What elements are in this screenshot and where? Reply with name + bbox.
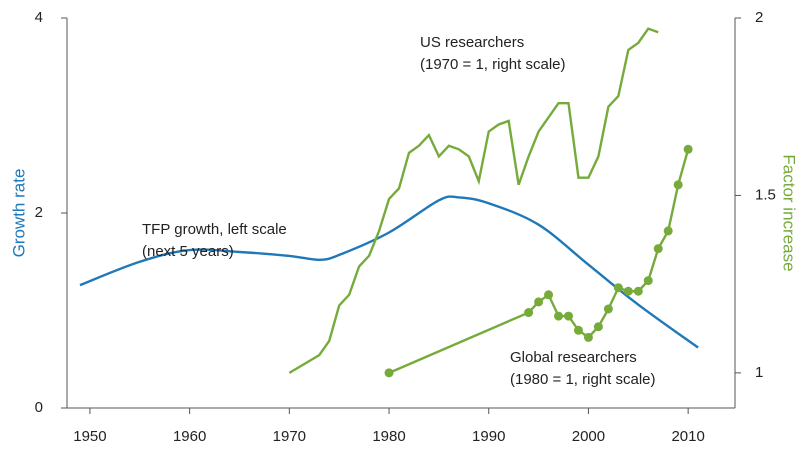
y-axis-label: Growth rate [9,169,28,258]
x-tick-label: 2010 [671,428,704,445]
y2-tick-label: 1.5 [755,186,776,203]
point [544,290,554,300]
point [384,368,394,378]
point [603,304,613,314]
point [683,144,693,154]
series-label: US researchers [420,34,524,51]
point [554,311,564,321]
point [563,311,573,321]
y2-tick-label: 1 [755,364,763,381]
series-note: (1970 = 1, right scale) [420,56,566,73]
point [613,283,623,293]
y2-tick-label: 2 [755,9,763,26]
series-note: (next 5 years) [142,243,234,260]
x-tick-label: 2000 [572,428,605,445]
point [663,226,673,236]
series-note: (1980 = 1, right scale) [510,371,656,388]
x-tick-label: 1960 [173,428,206,445]
series-line [79,195,699,349]
x-tick-label: 1950 [73,428,106,445]
series-label: TFP growth, left scale [142,221,287,238]
point [524,308,534,318]
y-tick-label: 0 [35,399,43,416]
series-label: Global researchers [510,349,637,366]
x-tick-label: 1990 [472,428,505,445]
point [593,322,603,332]
y-tick-label: 4 [35,9,43,26]
point [573,325,583,335]
point [534,297,544,307]
series-line [388,148,690,374]
point [653,244,663,254]
x-tick-label: 1970 [273,428,306,445]
y2-axis-label: Factor increase [780,154,799,271]
point [623,286,633,296]
point [633,286,643,296]
point [583,332,593,342]
x-tick-label: 1980 [372,428,405,445]
y-tick-label: 2 [35,204,43,221]
point [643,276,653,286]
series-line [288,27,659,374]
point [673,180,683,190]
